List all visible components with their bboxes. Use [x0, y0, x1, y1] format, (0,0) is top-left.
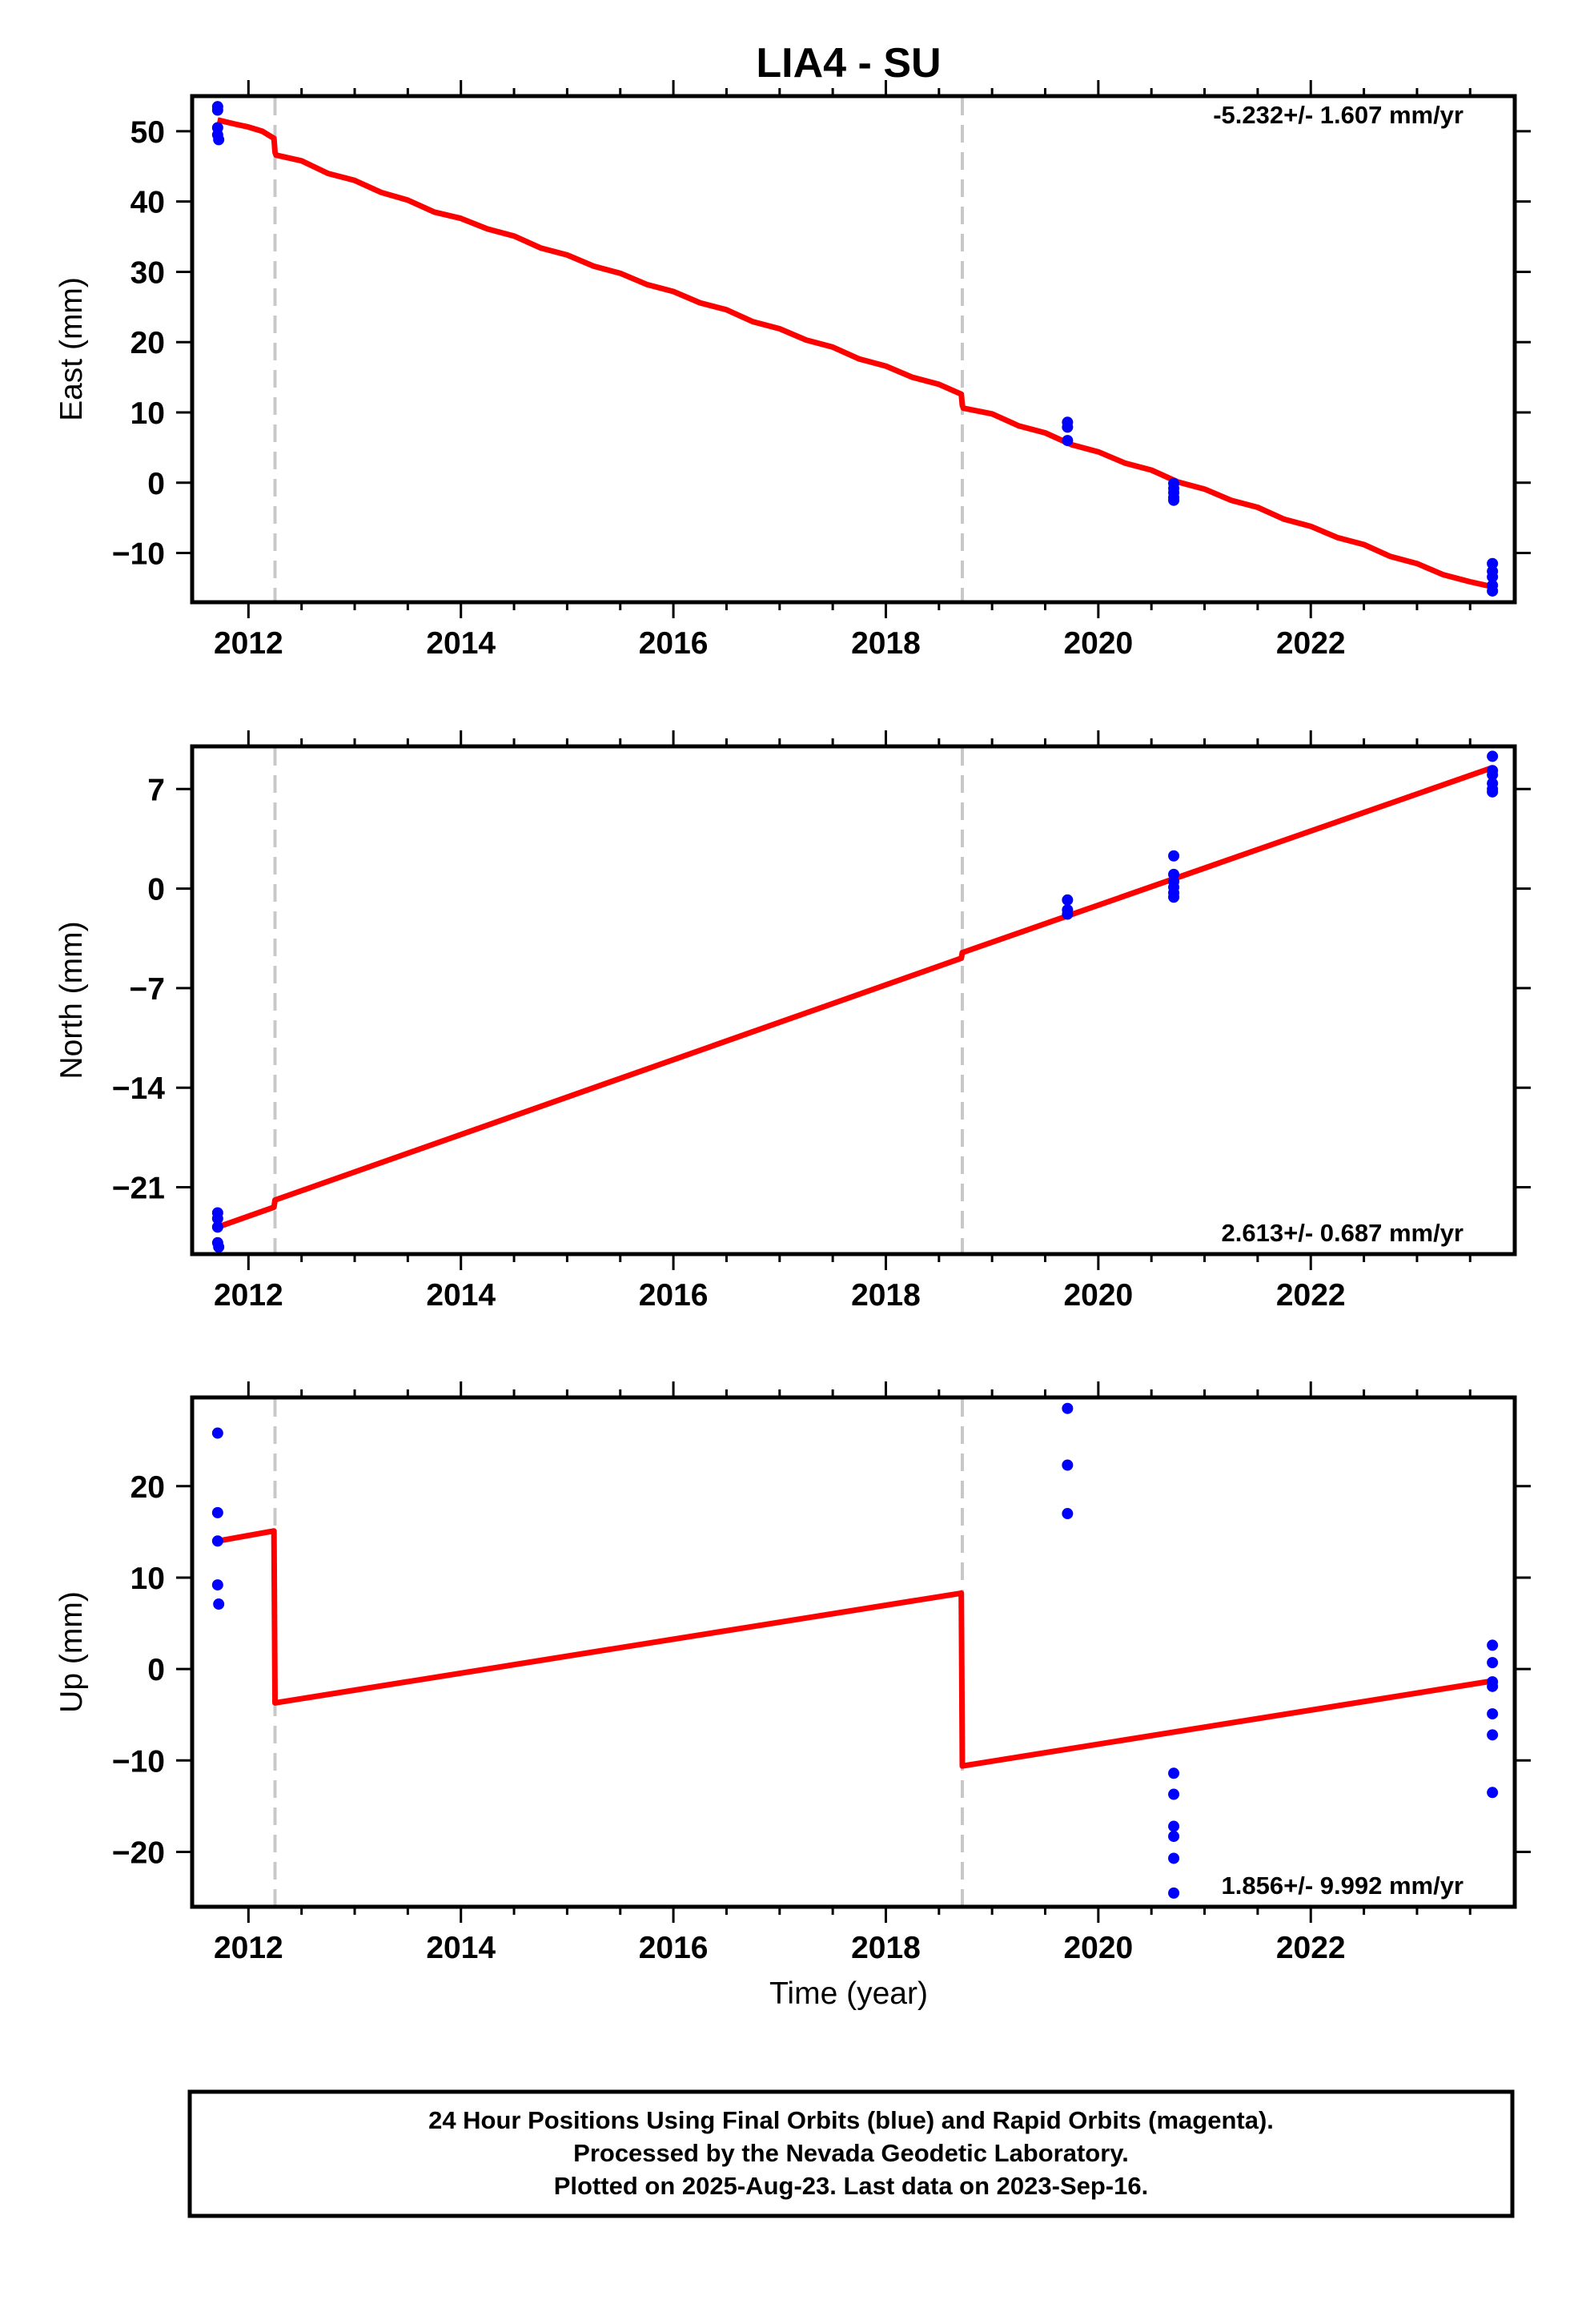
footer-box — [187, 2089, 1515, 2218]
x-tick-label: 2022 — [1276, 626, 1346, 661]
x-tick-label: 2020 — [1063, 626, 1133, 661]
y-tick-label: 10 — [130, 1562, 165, 1596]
model-line — [217, 1528, 1493, 1769]
y-tick-label: −10 — [112, 537, 165, 572]
observation-point — [1062, 1459, 1074, 1471]
y-tick-label: −14 — [112, 1072, 165, 1106]
observation-point — [1487, 585, 1499, 597]
east-panel: 2012 2014 2016 2018 2020 2022 −10 0 10 20 30 40 50 Ea… — [54, 80, 1531, 661]
footer-line-2: Processed by the Nevada Geodetic Laborat… — [573, 2139, 1129, 2167]
observation-point — [1487, 1657, 1499, 1669]
observation-point — [1487, 1729, 1499, 1741]
observation-point — [1487, 1708, 1499, 1720]
y-tick-label: −7 — [130, 972, 165, 1007]
x-tick-label: 2020 — [1063, 1278, 1133, 1313]
observation-point — [1487, 1787, 1499, 1799]
model-line — [216, 765, 1494, 1230]
plot-frame — [190, 1395, 1517, 1909]
x-tick-label: 2014 — [426, 626, 496, 661]
observation-point — [1062, 435, 1074, 447]
y-tick-label: 40 — [130, 186, 165, 220]
observation-point — [1487, 1680, 1499, 1692]
x-tick-label: 2018 — [851, 1931, 921, 1965]
x-tick-label: 2018 — [851, 626, 921, 661]
y-tick-label: −10 — [112, 1744, 165, 1779]
y-tick-label: 20 — [130, 1470, 165, 1505]
x-tick-label: 2018 — [851, 1278, 921, 1313]
x-axis-title: Time (year) — [769, 1976, 928, 2011]
x-tick-label: 2022 — [1276, 1931, 1346, 1965]
y-axis-title: Up (mm) — [54, 1591, 89, 1713]
x-tick-label: 2012 — [214, 1278, 283, 1313]
observation-point — [1168, 1831, 1180, 1843]
observation-point — [1168, 850, 1180, 862]
velocity-label: -5.232+/- 1.607 mm/yr — [1213, 101, 1464, 129]
observation-point — [1062, 908, 1074, 920]
observation-point — [1487, 750, 1499, 762]
y-axis-title: East (mm) — [54, 277, 89, 421]
y-tick-label: 50 — [130, 115, 165, 150]
plot-frame — [190, 744, 1517, 1256]
observation-point — [1062, 894, 1074, 906]
footer-line-1: 24 Hour Positions Using Final Orbits (bl… — [428, 2106, 1274, 2134]
observation-point — [213, 1598, 225, 1610]
observation-point — [1168, 1767, 1180, 1779]
x-tick-label: 2016 — [639, 1278, 709, 1313]
y-tick-label: 30 — [130, 255, 165, 290]
y-tick-label: 0 — [147, 873, 165, 907]
observation-point — [1168, 1887, 1180, 1899]
y-tick-label: 7 — [147, 773, 165, 807]
x-tick-label: 2012 — [214, 626, 283, 661]
observation-point — [1487, 557, 1499, 569]
plot-frame — [190, 94, 1517, 605]
observation-point — [1168, 1820, 1180, 1832]
observation-point — [1062, 1508, 1074, 1520]
y-axis-title: North (mm) — [54, 921, 89, 1079]
observation-point — [211, 1221, 223, 1233]
x-tick-label: 2016 — [639, 1931, 709, 1965]
y-tick-label: 20 — [130, 326, 165, 360]
x-tick-label: 2016 — [639, 626, 709, 661]
observation-point — [1062, 1402, 1074, 1414]
x-tick-label: 2020 — [1063, 1931, 1133, 1965]
y-tick-label: 10 — [130, 396, 165, 431]
observation-point — [1168, 494, 1180, 506]
x-tick-label: 2022 — [1276, 1278, 1346, 1313]
observation-point — [1487, 571, 1499, 583]
observation-point — [1168, 891, 1180, 903]
figure-title: LIA4 - SU — [756, 40, 941, 86]
observation-point — [1487, 786, 1499, 798]
observation-point — [213, 134, 225, 146]
observation-point — [211, 1579, 223, 1591]
y-tick-label: −21 — [112, 1172, 165, 1206]
footer-line-3: Plotted on 2025-Aug-23. Last data on 202… — [554, 2172, 1148, 2200]
observation-point — [211, 1427, 223, 1439]
up-panel: 2012 2014 2016 2018 2020 2022 −20 −10 0 10 20 Up (m… — [54, 1381, 1531, 1965]
y-tick-label: −20 — [112, 1835, 165, 1870]
observation-point — [211, 104, 223, 116]
observation-point — [1487, 769, 1499, 781]
observation-point — [211, 1212, 223, 1224]
model-line — [217, 117, 1493, 590]
y-tick-label: 0 — [147, 467, 165, 501]
observation-point — [1487, 1639, 1499, 1651]
velocity-label: 2.613+/- 0.687 mm/yr — [1222, 1219, 1464, 1247]
x-tick-label: 2012 — [214, 1931, 283, 1965]
x-tick-label: 2014 — [426, 1278, 496, 1313]
velocity-label: 1.856+/- 9.992 mm/yr — [1222, 1872, 1464, 1900]
observation-point — [1168, 1788, 1180, 1800]
observation-point — [211, 1535, 223, 1547]
observation-point — [211, 1506, 223, 1518]
x-tick-label: 2014 — [426, 1931, 496, 1965]
y-tick-label: 0 — [147, 1653, 165, 1687]
observation-point — [1062, 421, 1074, 433]
north-panel: 2012 2014 2016 2018 2020 2022 −21 −14 −7 0 7 North … — [54, 730, 1531, 1313]
observation-point — [1168, 1852, 1180, 1864]
observation-point — [213, 1241, 225, 1253]
